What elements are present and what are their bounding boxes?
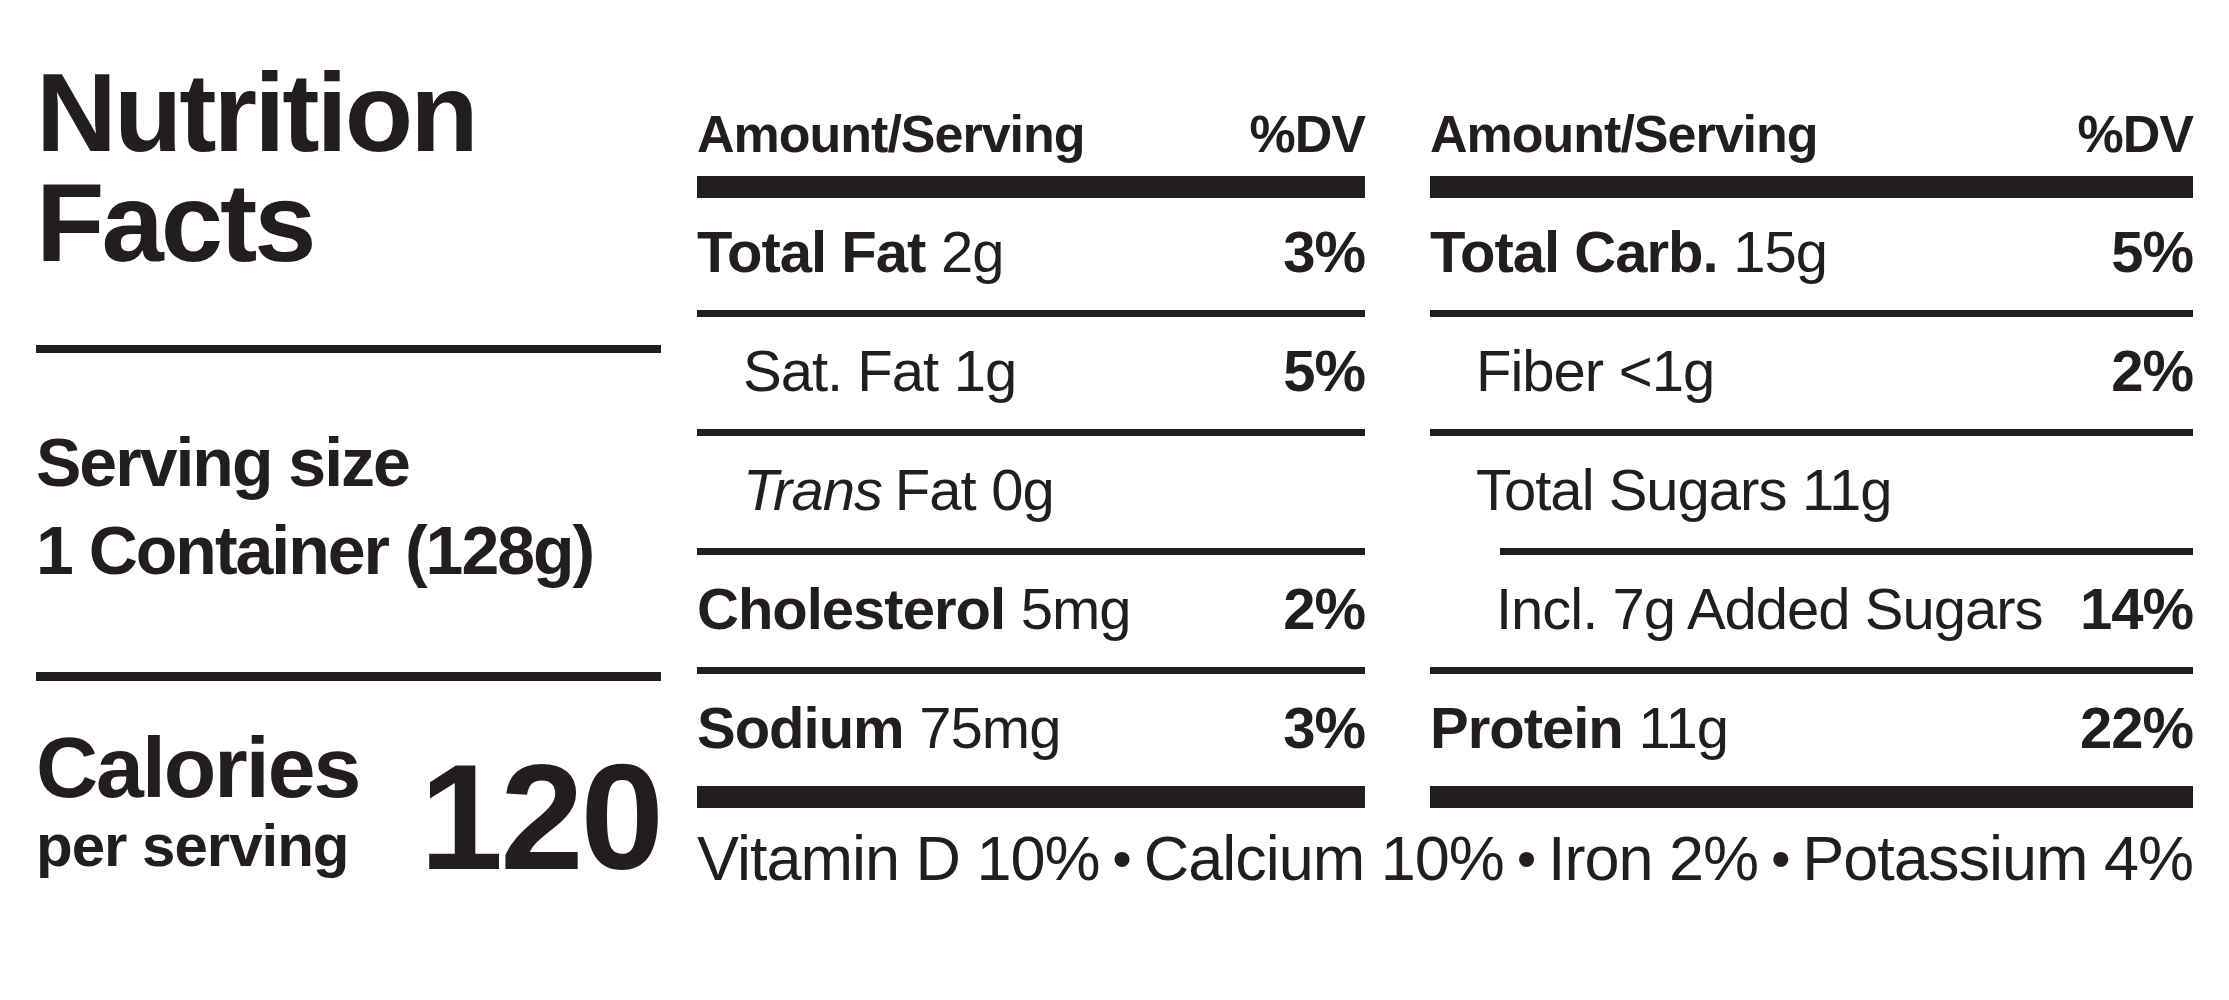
nutrient-name: Incl. 7g Added Sugars [1496,576,2043,641]
divider [36,345,661,353]
nutrient-dv: 5% [2101,220,2193,284]
thick-rule [697,786,1365,808]
bullet-separator: • [1517,826,1536,891]
serving-size-section: Serving size 1 Container (128g) [36,418,676,594]
nutrient-name-italic: Trans [743,457,882,522]
panel-header: Amount/Serving %DV [697,100,1365,176]
serving-size-value: 1 Container (128g) [36,506,676,594]
calcium-value: Calcium 10% [1144,822,1504,894]
percent-dv-header: %DV [2078,104,2193,164]
nutrient-amount: 11g [1638,695,1727,760]
thin-rule [697,548,1365,555]
bullet-separator: • [1771,826,1790,891]
nutrient-amount: 2g [941,219,1004,284]
serving-size-label: Serving size [36,418,676,506]
nutrients-panel-right: Amount/Serving %DV Total Carb.15g 5% Fib… [1430,100,2193,808]
nutrient-dv: 5% [1273,339,1365,403]
amount-per-serving-header: Amount/Serving [1430,104,1818,164]
nutrient-row-trans-fat: TransFat0g [697,436,1365,548]
nutrient-dv: 3% [1273,696,1365,760]
thin-rule [697,310,1365,317]
nutrient-amount: 15g [1733,219,1827,284]
nutrient-dv: 2% [1273,577,1365,641]
title-line-1: Nutrition [36,58,476,168]
panel-header: Amount/Serving %DV [1430,100,2193,176]
thin-rule [1430,667,2193,674]
nutrient-name: Fiber [1476,338,1603,403]
nutrient-name: Fat [895,457,976,522]
amount-per-serving-header: Amount/Serving [697,104,1085,164]
thin-rule [1430,429,2193,436]
bullet-separator: • [1112,826,1131,891]
nutrition-facts-label: Nutrition Facts Serving size 1 Container… [0,0,2229,1000]
nutrient-dv: 2% [2101,339,2193,403]
nutrient-row-added-sugars: Incl. 7g Added Sugars 14% [1430,555,2193,667]
nutrient-name: Protein [1430,695,1623,760]
thick-rule [1430,786,2193,808]
nutrient-name: Cholesterol [697,576,1005,641]
nutrient-amount: 1g [954,338,1017,403]
nutrient-name: Total Fat [697,219,925,284]
nutrient-amount: 11g [1802,457,1891,522]
nutrient-dv: 22% [2070,696,2193,760]
nutrient-row-protein: Protein11g 22% [1430,674,2193,786]
nutrient-row-total-carb: Total Carb.15g 5% [1430,198,2193,310]
vitamin-d-value: Vitamin D 10% [697,822,1100,894]
nutrient-row-fiber: Fiber<1g 2% [1430,317,2193,429]
nutrient-row-total-fat: Total Fat2g 3% [697,198,1365,310]
percent-dv-header: %DV [1250,104,1365,164]
thin-rule [1430,310,2193,317]
nutrient-row-cholesterol: Cholesterol5mg 2% [697,555,1365,667]
potassium-value: Potassium 4% [1802,822,2193,894]
iron-value: Iron 2% [1548,822,1758,894]
nutrient-row-total-sugars: Total Sugars11g [1430,436,2193,548]
thin-rule [697,667,1365,674]
nutrients-panel-left: Amount/Serving %DV Total Fat2g 3% Sat. F… [697,100,1365,808]
page-title: Nutrition Facts [36,58,476,278]
nutrient-name: Sat. Fat [743,338,938,403]
nutrient-row-sat-fat: Sat. Fat1g 5% [697,317,1365,429]
thin-rule [697,429,1365,436]
nutrient-row-sodium: Sodium75mg 3% [697,674,1365,786]
nutrient-name: Sodium [697,695,904,760]
nutrient-dv: 3% [1273,220,1365,284]
nutrient-amount: 75mg [919,695,1060,760]
thick-rule [697,176,1365,198]
divider [36,672,661,681]
micronutrients-line: Vitamin D 10% • Calcium 10% • Iron 2% • … [697,822,2193,894]
calories-value: 120 [36,742,661,892]
nutrient-name: Total Carb. [1430,219,1718,284]
thick-rule [1430,176,2193,198]
nutrient-dv: 14% [2070,577,2193,641]
nutrient-amount: <1g [1619,338,1714,403]
nutrient-amount: 5mg [1021,576,1131,641]
title-line-2: Facts [36,168,476,278]
thin-rule-inset [1500,548,2193,555]
nutrient-name: Total Sugars [1476,457,1786,522]
nutrient-amount: 0g [991,457,1054,522]
